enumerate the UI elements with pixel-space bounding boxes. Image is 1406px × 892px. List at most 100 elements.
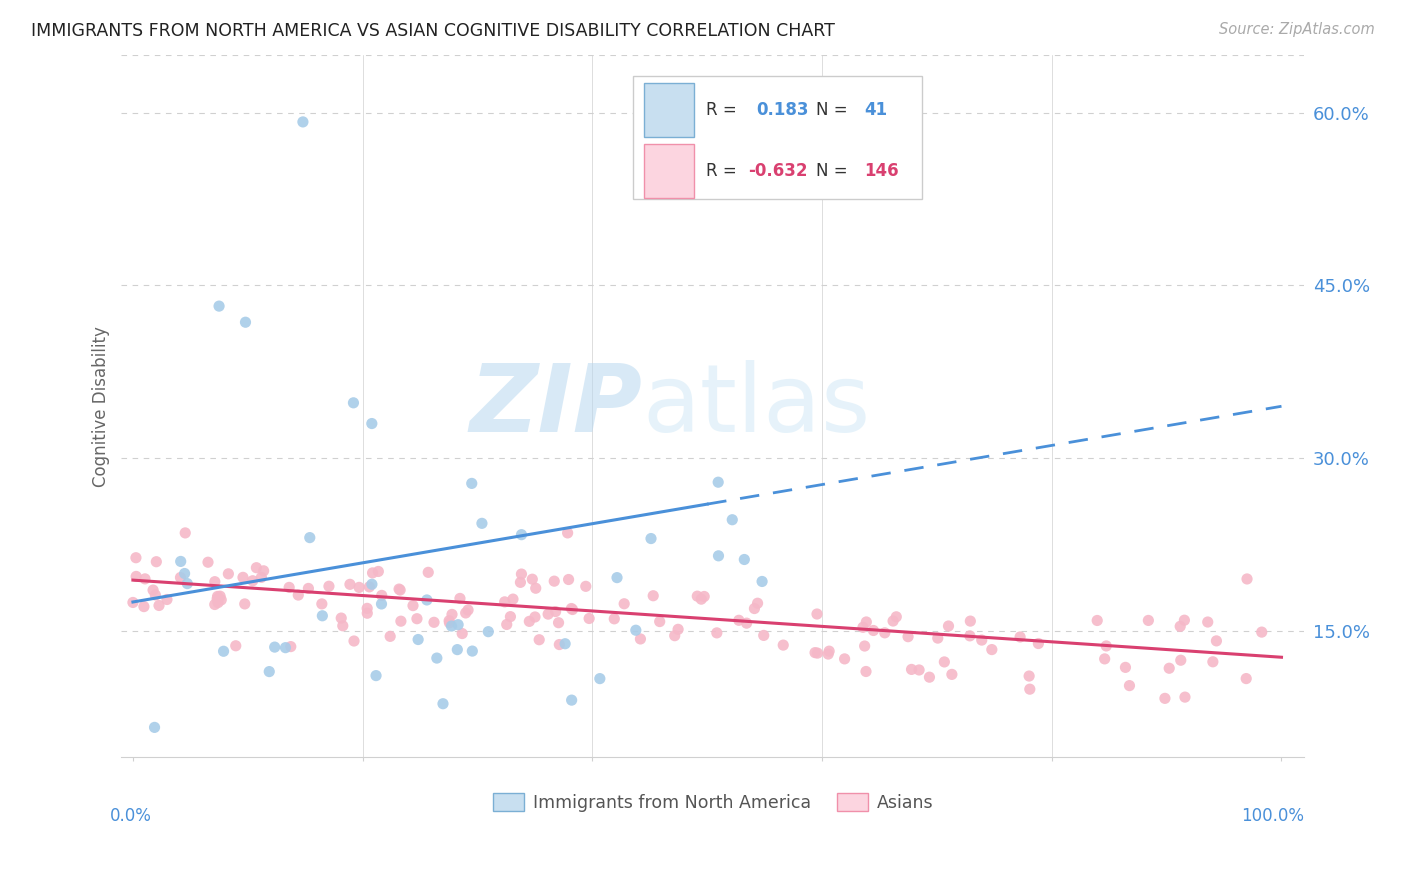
Point (744, 601, 766, 615)
Point (918, 670, 941, 684)
Point (1085, 614, 1108, 628)
Point (980, 642, 1002, 657)
Point (806, 607, 828, 621)
Point (437, 614, 460, 628)
Point (423, 615, 446, 630)
Point (1170, 653, 1192, 667)
Point (735, 616, 758, 631)
Point (862, 624, 884, 638)
Point (666, 623, 689, 637)
Point (461, 476, 484, 491)
Point (291, 115, 314, 129)
Point (818, 644, 841, 658)
Point (356, 601, 378, 615)
Point (1234, 672, 1257, 686)
Point (495, 617, 517, 632)
Point (524, 581, 547, 595)
Point (1236, 572, 1258, 586)
Point (510, 527, 533, 541)
Y-axis label: Cognitive Disability: Cognitive Disability (93, 326, 110, 487)
Text: Source: ZipAtlas.com: Source: ZipAtlas.com (1219, 22, 1375, 37)
Point (343, 634, 366, 648)
Point (125, 550, 148, 565)
Point (900, 662, 922, 676)
Point (624, 624, 647, 638)
Point (1154, 691, 1177, 706)
Text: 41: 41 (865, 101, 887, 119)
Point (311, 608, 333, 623)
Point (1197, 615, 1219, 629)
Point (209, 589, 232, 603)
Point (537, 607, 560, 621)
Point (170, 554, 193, 568)
Point (439, 615, 461, 630)
Point (959, 614, 981, 628)
Point (440, 607, 463, 622)
Point (207, 590, 229, 604)
Point (817, 647, 839, 661)
Point (707, 549, 730, 563)
Point (934, 655, 956, 669)
Point (1159, 661, 1181, 675)
Point (1205, 633, 1227, 648)
Point (250, 570, 273, 584)
Point (347, 580, 370, 594)
Point (134, 572, 156, 586)
Point (380, 629, 402, 643)
Point (297, 582, 319, 596)
Point (1137, 614, 1160, 628)
Text: R =: R = (706, 162, 737, 180)
Point (274, 640, 297, 655)
Point (173, 566, 195, 581)
Point (522, 572, 544, 586)
Point (242, 574, 264, 588)
Point (142, 583, 165, 598)
Point (245, 560, 267, 574)
Point (132, 599, 155, 614)
Point (204, 574, 226, 589)
Point (648, 615, 671, 629)
Point (367, 565, 389, 579)
Point (544, 605, 567, 619)
Point (298, 531, 321, 545)
Point (1095, 639, 1118, 653)
Point (727, 613, 749, 627)
Point (457, 603, 479, 617)
Point (389, 614, 412, 628)
Point (148, 599, 170, 613)
Point (1114, 660, 1136, 674)
Point (1173, 613, 1195, 627)
Point (884, 609, 907, 624)
Point (706, 626, 728, 640)
Point (1174, 690, 1197, 705)
Point (418, 566, 440, 580)
Point (733, 552, 755, 566)
Point (330, 611, 353, 625)
FancyBboxPatch shape (644, 83, 695, 136)
Point (561, 602, 583, 616)
Point (318, 579, 340, 593)
Text: 146: 146 (865, 162, 898, 180)
Point (557, 573, 579, 587)
Text: -0.632: -0.632 (748, 162, 808, 180)
Point (927, 631, 949, 645)
Point (209, 593, 232, 607)
Point (143, 588, 166, 602)
Point (499, 609, 522, 624)
Point (156, 592, 179, 607)
Point (548, 638, 571, 652)
Point (557, 525, 579, 540)
Point (389, 582, 412, 597)
Point (970, 633, 993, 648)
Point (510, 567, 533, 582)
Point (721, 513, 744, 527)
Text: 100.0%: 100.0% (1241, 806, 1305, 824)
Point (278, 581, 301, 595)
Point (606, 571, 628, 585)
Point (643, 589, 665, 603)
Point (575, 579, 598, 593)
Text: 0.0%: 0.0% (110, 806, 152, 824)
Point (197, 555, 219, 569)
Point (543, 574, 565, 589)
Point (524, 610, 547, 624)
